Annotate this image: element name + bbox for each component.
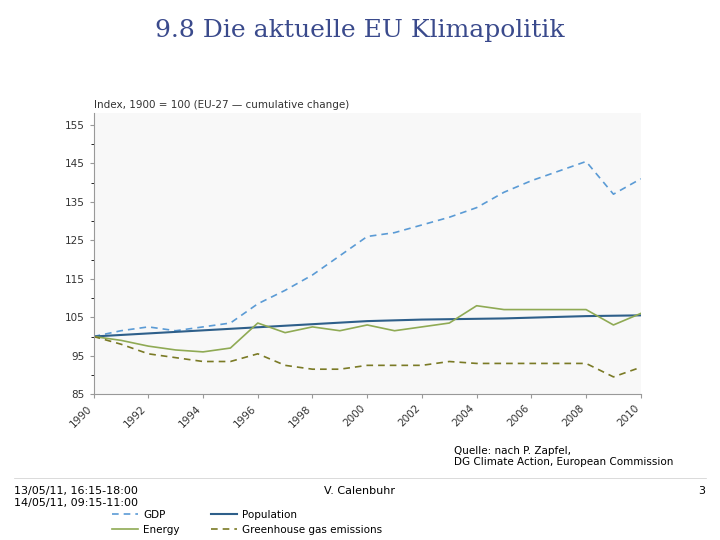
Text: Index, 1900 = 100 (EU-27 — cumulative change): Index, 1900 = 100 (EU-27 — cumulative ch…: [94, 100, 349, 110]
Text: V. Calenbuhr: V. Calenbuhr: [325, 486, 395, 496]
Text: 13/05/11, 16:15-18:00
14/05/11, 09:15-11:00: 13/05/11, 16:15-18:00 14/05/11, 09:15-11…: [14, 486, 138, 508]
Text: Quelle: nach P. Zapfel,
DG Climate Action, European Commission: Quelle: nach P. Zapfel, DG Climate Actio…: [454, 446, 673, 467]
Legend: GDP, Energy, Population, Greenhouse gas emissions: GDP, Energy, Population, Greenhouse gas …: [112, 510, 382, 535]
Text: 9.8 Die aktuelle EU Klimapolitik: 9.8 Die aktuelle EU Klimapolitik: [156, 19, 564, 42]
Text: 3: 3: [698, 486, 706, 496]
